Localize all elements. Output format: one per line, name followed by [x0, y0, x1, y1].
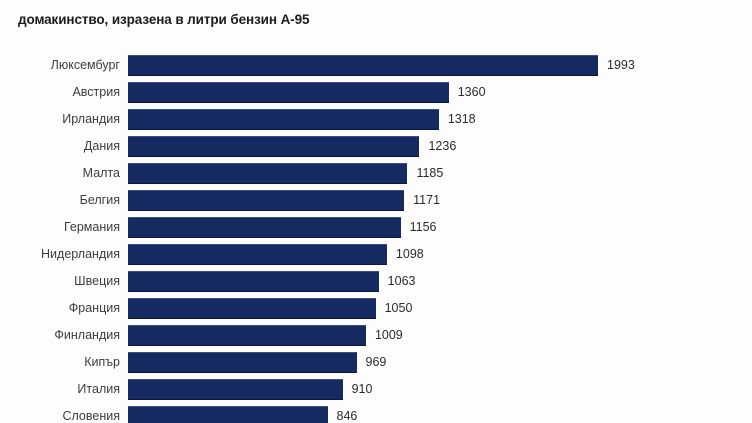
bar-track: 1156 — [128, 217, 728, 238]
bar-fill[interactable] — [128, 136, 420, 157]
bar-row: Дания 1236 — [0, 136, 752, 163]
bar-value-label: 910 — [351, 382, 373, 396]
bar-row: Финландия 1009 — [0, 325, 752, 352]
bar-track: 1050 — [128, 298, 728, 319]
bar-value-label: 1318 — [447, 112, 476, 126]
bar-category-label: Ирландия — [62, 112, 120, 126]
bar-row: Нидерландия 1098 — [0, 244, 752, 271]
bar-row: Ирландия 1318 — [0, 109, 752, 136]
bar-value-label: 1185 — [416, 166, 444, 180]
bar-track: 1360 — [128, 82, 728, 103]
bar-track: 1063 — [128, 271, 728, 292]
bar-value-label: 1171 — [413, 193, 441, 207]
bar-fill[interactable] — [128, 352, 357, 373]
chart-title: домакинство, изразена в литри бензин А-9… — [18, 0, 734, 30]
bar-category-label: Австрия — [72, 85, 120, 99]
bar-category-label: Италия — [77, 382, 120, 396]
bar-track: 846 — [128, 406, 728, 423]
bar-row: Малта 1185 — [0, 163, 752, 190]
bar-track: 969 — [128, 352, 728, 373]
bar-value-label: 1993 — [607, 58, 635, 72]
bar-value-label: 1063 — [387, 274, 416, 288]
bar-track: 1098 — [128, 244, 728, 265]
bar-track: 1318 — [128, 109, 728, 130]
bar-track: 1185 — [128, 163, 728, 184]
bar-value-label: 1236 — [428, 139, 457, 153]
bar-category-label: Франция — [68, 301, 120, 315]
bar-row: Белгия 1171 — [0, 190, 752, 217]
chart-title-line-2: домакинство, изразена в литри бензин А-9… — [18, 12, 310, 27]
bar-value-label: 1156 — [409, 220, 437, 234]
bar-fill[interactable] — [128, 82, 449, 103]
bar-category-label: Швеция — [74, 274, 120, 288]
bar-row: Италия 910 — [0, 379, 752, 406]
bar-value-label: 1050 — [384, 301, 413, 315]
bar-track: 1236 — [128, 136, 728, 157]
bar-value-label: 846 — [336, 409, 358, 423]
bar-category-label: Нидерландия — [41, 247, 120, 261]
chart-plot-area: Люксембург 1993 Австрия 1360 Ирландия 1318 Дан… — [0, 55, 752, 423]
bar-track: 1171 — [128, 190, 728, 211]
bar-row: Кипър 969 — [0, 352, 752, 379]
bar-category-label: Германия — [63, 220, 120, 234]
bar-fill[interactable] — [128, 298, 376, 319]
bar-track: 910 — [128, 379, 728, 400]
bar-fill[interactable] — [128, 217, 401, 238]
bar-category-label: Люксембург — [50, 58, 120, 72]
bar-fill[interactable] — [128, 163, 408, 184]
bar-fill[interactable] — [128, 325, 366, 346]
bar-fill[interactable] — [128, 406, 328, 423]
bar-category-label: Белгия — [79, 193, 120, 207]
bar-fill[interactable] — [128, 109, 439, 130]
bar-track: 1993 — [128, 55, 728, 76]
bar-row: Германия 1156 — [0, 217, 752, 244]
bar-row: Франция 1050 — [0, 298, 752, 325]
bar-value-label: 969 — [365, 355, 387, 369]
bar-category-label: Дания — [83, 139, 120, 153]
chart-title-line-1 — [18, 0, 734, 9]
bar-row: Люксембург 1993 — [0, 55, 752, 82]
bar-category-label: Кипър — [84, 355, 120, 369]
bar-category-label: Малта — [82, 166, 120, 180]
bar-category-label: Финландия — [54, 328, 120, 342]
bar-row: Швеция 1063 — [0, 271, 752, 298]
bar-fill[interactable] — [128, 379, 343, 400]
bar-fill[interactable] — [128, 55, 598, 76]
bar-row: Австрия 1360 — [0, 82, 752, 109]
bar-value-label: 1009 — [374, 328, 403, 342]
bar-row: Словения 846 — [0, 406, 752, 423]
bar-fill[interactable] — [128, 244, 387, 265]
bar-fill[interactable] — [128, 190, 405, 211]
bar-value-label: 1360 — [457, 85, 486, 99]
bar-fill[interactable] — [128, 271, 379, 292]
bar-value-label: 1098 — [395, 247, 424, 261]
bar-category-label: Словения — [62, 409, 120, 423]
bar-track: 1009 — [128, 325, 728, 346]
